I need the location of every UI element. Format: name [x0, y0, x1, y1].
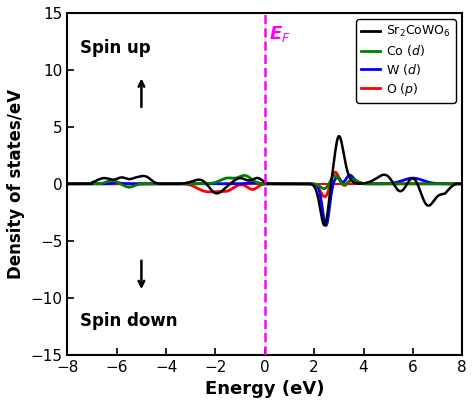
- Co (d): [459, 181, 465, 186]
- Co (d): [246, 175, 252, 180]
- W (d): [376, 181, 382, 186]
- O (p): [376, 181, 382, 186]
- W (d): [459, 181, 465, 186]
- O (p): [246, 186, 252, 191]
- Sr₂CoWO₆: [336, 134, 342, 139]
- Sr₂CoWO₆: [448, 185, 454, 190]
- Co (d): [448, 181, 454, 186]
- Legend: Sr$_2$CoWO$_6$, Co ($d$), W ($d$), O ($p$): Sr$_2$CoWO$_6$, Co ($d$), W ($d$), O ($p…: [356, 19, 456, 102]
- W (d): [246, 181, 252, 185]
- Sr₂CoWO₆: [376, 175, 382, 179]
- Co (d): [85, 181, 91, 186]
- W (d): [448, 181, 454, 186]
- Sr₂CoWO₆: [85, 181, 91, 186]
- O (p): [64, 181, 70, 186]
- Co (d): [376, 181, 382, 186]
- Co (d): [257, 181, 263, 186]
- Co (d): [321, 186, 327, 191]
- W (d): [347, 173, 353, 177]
- Line: Co (d): Co (d): [67, 175, 462, 189]
- Co (d): [242, 173, 247, 178]
- O (p): [322, 194, 328, 199]
- Line: W (d): W (d): [67, 175, 462, 226]
- W (d): [85, 181, 91, 186]
- O (p): [448, 181, 454, 186]
- Co (d): [448, 181, 454, 186]
- W (d): [323, 223, 329, 228]
- X-axis label: Energy (eV): Energy (eV): [205, 380, 325, 398]
- Sr₂CoWO₆: [459, 181, 465, 186]
- O (p): [448, 181, 454, 186]
- Co (d): [64, 181, 70, 186]
- Sr₂CoWO₆: [64, 181, 70, 186]
- Sr₂CoWO₆: [246, 178, 252, 183]
- Sr₂CoWO₆: [256, 176, 262, 181]
- O (p): [459, 181, 465, 186]
- O (p): [85, 181, 91, 186]
- W (d): [448, 181, 454, 186]
- O (p): [256, 183, 262, 188]
- Line: Sr₂CoWO₆: Sr₂CoWO₆: [67, 136, 462, 225]
- W (d): [256, 181, 262, 186]
- Text: E$_F$: E$_F$: [268, 24, 291, 44]
- W (d): [64, 181, 70, 186]
- Sr₂CoWO₆: [321, 223, 327, 228]
- Text: Spin down: Spin down: [80, 312, 177, 330]
- O (p): [332, 170, 338, 175]
- Line: O (p): O (p): [67, 172, 462, 197]
- Text: Spin up: Spin up: [80, 39, 150, 57]
- Y-axis label: Density of states/eV: Density of states/eV: [7, 89, 25, 279]
- Sr₂CoWO₆: [448, 185, 454, 190]
